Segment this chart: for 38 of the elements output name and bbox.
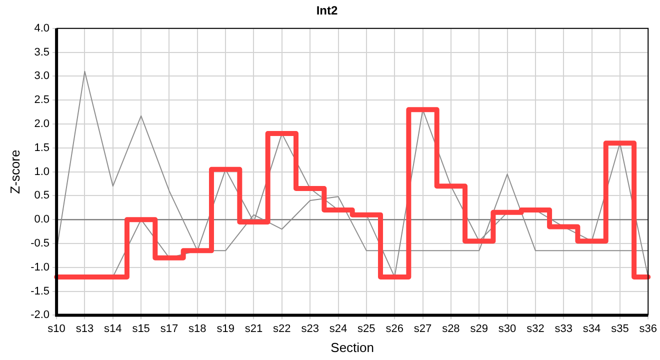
x-tick-label: s24	[329, 322, 348, 335]
x-tick-label: s29	[470, 322, 488, 335]
x-tick-label: s32	[526, 322, 544, 335]
x-tick-label: s19	[216, 322, 234, 335]
x-tick-label: s36	[639, 322, 658, 335]
y-tick-label: 3.0	[34, 70, 50, 82]
x-tick-label: s13	[76, 322, 94, 335]
y-tick-label: 3.5	[34, 46, 50, 58]
y-tick-label: -2.0	[30, 309, 50, 322]
y-tick-label: 0.5	[34, 190, 50, 202]
x-tick-label: s26	[386, 322, 404, 335]
x-tick-label: s27	[414, 322, 432, 335]
y-tick-label: 2.5	[34, 94, 50, 106]
x-tick-label: s17	[160, 322, 178, 335]
y-tick-label: 4.0	[34, 22, 50, 34]
x-tick-label: s35	[611, 322, 629, 335]
y-tick-label: 1.5	[34, 142, 50, 154]
x-tick-label: s21	[244, 322, 263, 335]
x-tick-label: s14	[104, 322, 122, 335]
y-tick-label: -1.5	[30, 285, 50, 298]
x-tick-label: s18	[188, 322, 206, 335]
y-tick-label: -1.0	[30, 261, 50, 274]
y-tick-label: 0.0	[34, 214, 50, 226]
x-tick-label: s30	[498, 322, 516, 335]
chart-title: Int2	[316, 4, 338, 18]
x-tick-label: s34	[582, 322, 601, 335]
x-tick-label: s23	[301, 322, 319, 335]
y-tick-label: 1.0	[34, 166, 50, 178]
x-tick-label: s33	[554, 322, 572, 335]
x-tick-label: s25	[358, 322, 376, 335]
y-axis-title: Z-score	[7, 150, 22, 194]
y-tick-label: 2.0	[34, 118, 50, 130]
x-tick-label: s22	[273, 322, 291, 335]
x-axis-title: Section	[330, 340, 374, 355]
x-tick-label: s15	[132, 322, 150, 335]
y-tick-label: -0.5	[30, 238, 50, 250]
x-tick-label: s10	[48, 322, 66, 335]
x-tick-label: s28	[442, 322, 460, 335]
